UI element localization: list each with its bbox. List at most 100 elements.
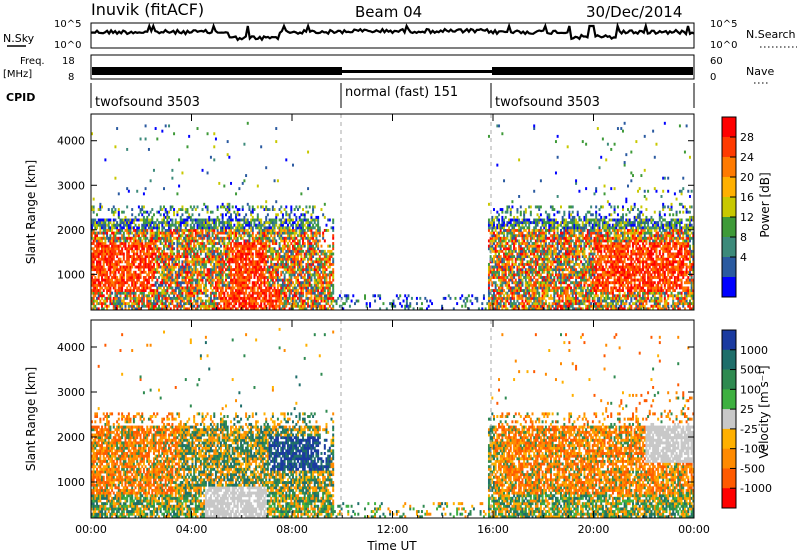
power-cell [317, 289, 320, 292]
power-cell [219, 205, 222, 209]
power-cell [122, 276, 125, 279]
power-cell [181, 281, 184, 285]
power-cell [256, 223, 259, 227]
power-cell [213, 262, 216, 266]
power-cell [521, 255, 524, 259]
power-cell [268, 231, 271, 235]
power-cell [516, 273, 519, 277]
power-cell [111, 252, 114, 256]
power-cell [168, 276, 171, 279]
power-cell [169, 291, 172, 295]
power-cell [151, 247, 154, 251]
power-cell [101, 265, 104, 269]
power-cell [348, 304, 351, 308]
power-cell [218, 255, 221, 259]
power-cell [426, 299, 428, 303]
power-cell [235, 307, 238, 311]
power-cell [521, 278, 524, 282]
power-cell [330, 273, 333, 277]
power-cell [102, 244, 105, 248]
power-cell [253, 276, 256, 279]
power-cell [158, 255, 160, 259]
power-cell [503, 302, 506, 306]
freq-band-1 [92, 67, 342, 75]
power-cell [191, 231, 194, 235]
power-cell [106, 228, 109, 232]
power-cell [283, 299, 286, 303]
power-cell [323, 278, 326, 282]
power-cell [186, 221, 189, 225]
power-cell [106, 249, 109, 253]
power-cell [236, 221, 239, 225]
power-cell [253, 265, 256, 269]
power-cell [156, 270, 159, 274]
power-cell [250, 276, 253, 279]
nsky-trace [90, 21, 695, 42]
power-cell [245, 265, 248, 269]
power-cell [315, 283, 318, 287]
power-cell [270, 273, 273, 277]
power-cell [149, 291, 152, 295]
power-cell [189, 226, 192, 230]
power-cell [221, 228, 224, 232]
power-cell [164, 208, 167, 211]
power-cell [223, 223, 226, 227]
power-cell [322, 273, 325, 277]
power-cell [251, 299, 254, 303]
power-cell [298, 265, 301, 269]
power-cell [280, 260, 283, 264]
power-cell [307, 299, 310, 303]
power-cell [271, 302, 274, 306]
power-cell [281, 215, 284, 219]
power-cell [225, 268, 227, 272]
power-cell [265, 244, 268, 248]
power-cell [147, 268, 150, 272]
power-cell [308, 249, 311, 253]
power-cell [204, 231, 207, 235]
power-cell [228, 242, 231, 245]
power-cell [214, 260, 217, 264]
power-cell [271, 239, 274, 243]
power-cell [184, 255, 187, 259]
power-cell [297, 273, 299, 277]
power-cell [293, 294, 296, 298]
power-cell [310, 307, 313, 311]
power-cell [444, 296, 447, 300]
power-cell [112, 281, 115, 285]
power-cell [171, 249, 174, 253]
power-cell [273, 242, 276, 245]
power-cell [298, 273, 301, 277]
power-cell [273, 221, 276, 225]
power-cell [275, 257, 278, 261]
power-cell [106, 218, 109, 222]
power-cell [137, 268, 140, 272]
power-cell [241, 257, 244, 261]
power-cell [518, 276, 521, 279]
power-cell [491, 221, 494, 225]
power-cell [275, 268, 278, 272]
power-cell [171, 242, 174, 245]
power-cell [203, 234, 206, 238]
power-cell [268, 289, 271, 292]
power-cell [209, 255, 212, 259]
power-cell [292, 268, 294, 272]
power-cell [253, 289, 256, 292]
power-cell [169, 218, 172, 222]
power-cell [288, 286, 291, 290]
power-cell [523, 213, 526, 217]
power-cell [248, 302, 251, 306]
power-cell [498, 231, 501, 235]
power-cell [523, 252, 526, 256]
power-cell [97, 265, 100, 269]
power-cell [271, 299, 274, 303]
power-cell [303, 252, 306, 256]
power-cell [178, 286, 181, 290]
power-cell [293, 221, 296, 225]
nave-label: Nave [746, 65, 774, 78]
power-cell [266, 255, 269, 259]
power-cell [253, 299, 256, 303]
power-cell [285, 226, 288, 230]
power-cell [288, 283, 291, 287]
power-cell [283, 218, 286, 222]
power-cell [107, 260, 110, 264]
